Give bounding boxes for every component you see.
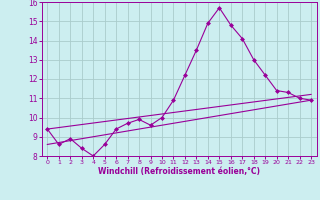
X-axis label: Windchill (Refroidissement éolien,°C): Windchill (Refroidissement éolien,°C) <box>98 167 260 176</box>
